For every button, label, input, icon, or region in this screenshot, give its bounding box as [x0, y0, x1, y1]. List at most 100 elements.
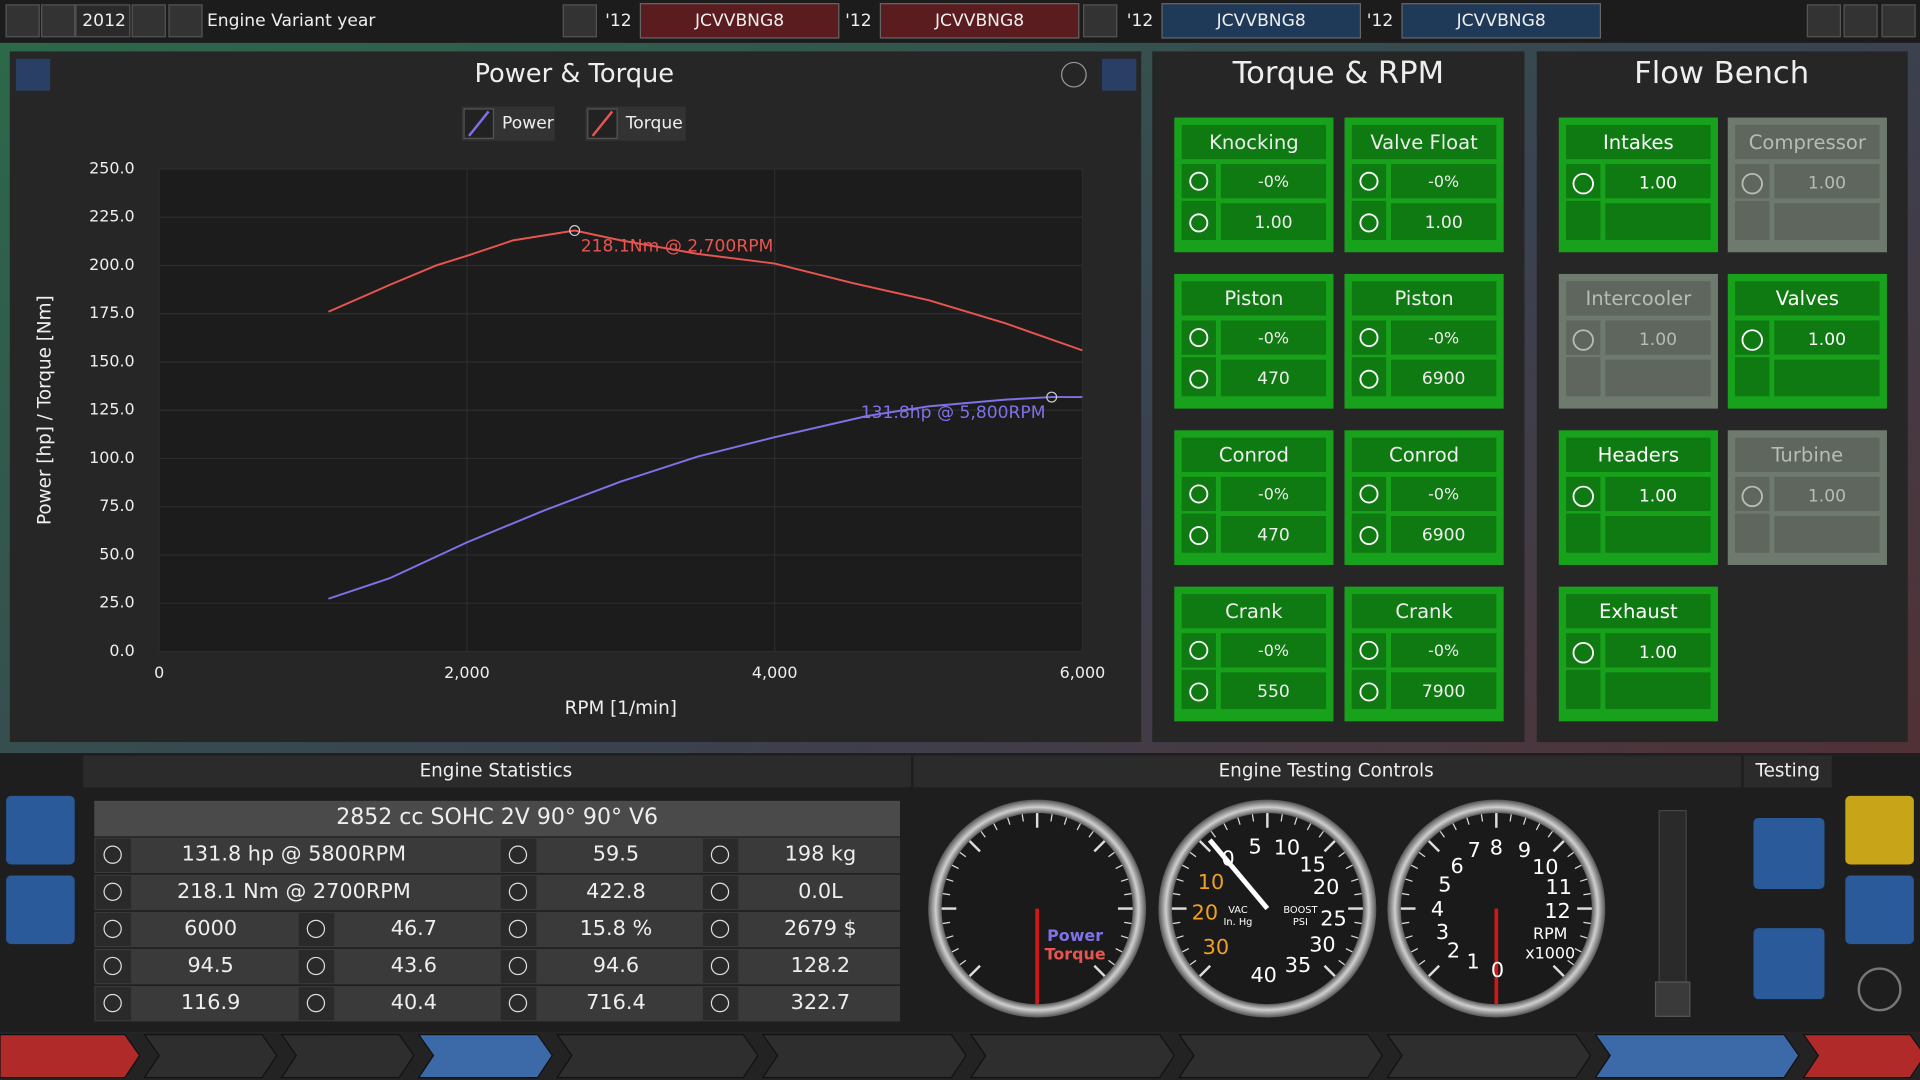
gauge-tick	[1574, 948, 1582, 953]
nav-tab[interactable]	[417, 1034, 553, 1079]
card-icon	[1189, 213, 1209, 233]
card-title: Conrod	[1389, 443, 1459, 466]
variant-slot[interactable]	[879, 3, 1080, 39]
top-button[interactable]	[1843, 4, 1878, 38]
top-button[interactable]	[5, 4, 40, 38]
card-cell	[1181, 359, 1216, 397]
card-cell	[1391, 164, 1497, 199]
card-cell	[1391, 516, 1497, 553]
card-cell	[1566, 516, 1601, 553]
nav-button[interactable]	[15, 58, 51, 91]
gauge-label: 30	[1203, 935, 1229, 959]
slider-handle[interactable]	[1654, 981, 1691, 1017]
gauge-label: 20	[1313, 875, 1339, 899]
variant-slot[interactable]	[1401, 3, 1602, 39]
gauge-label: 15	[1299, 853, 1325, 877]
warning-button[interactable]	[1845, 795, 1914, 865]
x-axis-label: RPM [1/min]	[565, 698, 677, 719]
card-value: 1.00	[1808, 330, 1846, 350]
top-button[interactable]	[131, 4, 166, 38]
gauge-label: In. Hg	[1224, 917, 1253, 928]
top-button[interactable]	[1881, 4, 1916, 38]
stat-icon	[103, 993, 122, 1013]
card-icon	[1572, 172, 1594, 195]
legend-swatch	[463, 108, 495, 139]
stat-row	[94, 911, 901, 948]
card-change: -0%	[1428, 172, 1459, 191]
card-title: Intakes	[1603, 131, 1674, 154]
card-cell	[1181, 164, 1216, 199]
nav-tab[interactable]	[143, 1034, 278, 1079]
gauge-tick	[959, 959, 967, 966]
gauge-tick	[1354, 921, 1362, 925]
gauge-tick	[1181, 864, 1190, 870]
nav-tab[interactable]	[555, 1034, 759, 1079]
card-cell	[1735, 437, 1880, 472]
top-button[interactable]	[41, 4, 76, 38]
gauge-tick	[1439, 830, 1446, 838]
stat-icon-cell	[500, 950, 537, 984]
gauge-label: VAC	[1228, 905, 1248, 916]
slot-code: JCVVBNG8	[934, 11, 1024, 31]
card-title: Exhaust	[1599, 600, 1678, 623]
series-line	[328, 396, 1083, 600]
card-cell	[1605, 516, 1711, 553]
stat-icon-cell	[500, 838, 537, 872]
top-button[interactable]	[168, 4, 203, 38]
top-button[interactable]	[562, 4, 597, 38]
stat-icon-cell	[702, 838, 739, 872]
card-cell	[1220, 320, 1327, 355]
gauge-tick	[1345, 948, 1353, 953]
gauge-label: 7	[1468, 838, 1481, 862]
variant-slot[interactable]	[1161, 3, 1362, 39]
gauge-tick	[1552, 840, 1565, 853]
card-icon	[1572, 329, 1594, 351]
card-change: -0%	[1258, 172, 1289, 191]
year-box	[75, 4, 131, 38]
legend-line	[468, 110, 490, 137]
side-button[interactable]	[1753, 817, 1825, 889]
card-cell	[1220, 203, 1327, 240]
side-button[interactable]	[1845, 875, 1914, 945]
top-button[interactable]	[1083, 4, 1118, 38]
nav-tab[interactable]	[1594, 1034, 1800, 1079]
help-button[interactable]	[1857, 967, 1902, 1012]
top-button[interactable]	[1806, 4, 1842, 38]
card-cell	[1391, 476, 1497, 512]
card-value: 470	[1257, 526, 1290, 546]
side-button[interactable]	[6, 875, 75, 945]
gauge-tick	[1547, 830, 1553, 838]
card-cell	[1391, 359, 1497, 397]
gauge-label: 3	[1436, 920, 1449, 944]
gauge-label: 0	[1491, 958, 1504, 982]
gauge-tick	[946, 935, 954, 939]
stat-icon	[103, 882, 122, 901]
gauge-tick	[968, 840, 981, 853]
help-button[interactable]	[1061, 61, 1087, 88]
card-cell	[1391, 203, 1497, 240]
side-button[interactable]	[6, 795, 75, 865]
stat-icon-cell	[702, 875, 739, 909]
panel-title: Torque & RPM	[1232, 56, 1444, 91]
gauge-tick	[1223, 823, 1228, 831]
y-tick-label: 200.0	[89, 255, 135, 274]
nav-tab[interactable]	[761, 1034, 967, 1079]
nav-button[interactable]	[1102, 58, 1137, 91]
gauge-tick	[1198, 840, 1212, 853]
card-cell	[1566, 672, 1601, 710]
variant-slot[interactable]	[639, 3, 840, 39]
card-cell	[1181, 594, 1327, 629]
nav-tab[interactable]	[280, 1034, 415, 1079]
nav-tab[interactable]	[1178, 1034, 1384, 1079]
side-button[interactable]	[1753, 928, 1825, 1000]
nav-tab[interactable]	[1386, 1034, 1592, 1079]
nav-tab[interactable]	[0, 1034, 141, 1079]
nav-tab[interactable]	[1802, 1034, 1920, 1079]
card-icon	[1572, 485, 1594, 508]
x-tick-label: 4,000	[752, 663, 798, 682]
card-cell	[1566, 359, 1601, 397]
card-value: 6900	[1422, 369, 1466, 389]
y-tick-label: 175.0	[89, 303, 135, 322]
gauge-tick	[1172, 921, 1181, 925]
nav-tab[interactable]	[969, 1034, 1176, 1079]
